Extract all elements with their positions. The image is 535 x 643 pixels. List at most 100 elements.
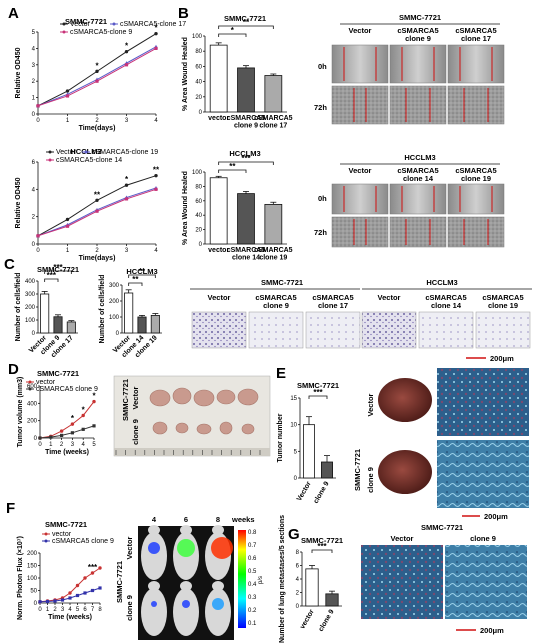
colorbar-tick-label: 0.4 <box>248 582 257 588</box>
mouse-head <box>148 525 160 535</box>
legend-marker <box>28 387 32 391</box>
y-axis-label: Tumor number <box>277 413 284 462</box>
bar <box>325 593 339 607</box>
legend-label: vector <box>52 531 72 538</box>
data-point <box>90 571 95 575</box>
chart-title: HCCLM3 <box>229 149 260 158</box>
lung-images: SMMC-7721 Vector clone 9 200μm <box>361 523 527 635</box>
data-point <box>70 431 74 435</box>
y-tick-label: 400 <box>25 279 36 285</box>
legend-label: cSMARCA5 clone 9 <box>36 386 98 393</box>
wound-hcc-col-1: cSMARCA5 clone 14 <box>397 166 438 183</box>
chart-title: HCCLM3 <box>126 267 157 276</box>
category-label: vector <box>208 115 229 122</box>
imaging-colorbar <box>238 530 246 628</box>
legend-marker <box>112 22 116 26</box>
colorbar-tick-label: 0.7 <box>248 543 257 549</box>
y-axis-label: % Area Wound Healed <box>182 171 189 245</box>
chart-title: SMMC-7721 <box>297 381 339 390</box>
transwell-img-smmc-clone17 <box>305 311 361 349</box>
imaging-colorbar-unit: p/s <box>258 576 264 584</box>
luminescence-signal <box>177 539 195 557</box>
y-tick-label: 2 <box>32 79 36 85</box>
colorbar-tick-label: 0.2 <box>248 608 257 614</box>
lung-histo-clone9 <box>445 545 527 619</box>
transwell-img-hcc-clone14 <box>418 311 474 349</box>
data-point <box>95 209 99 213</box>
y-tick-label: 200 <box>25 305 36 311</box>
data-point <box>92 424 96 428</box>
significance-mark: ** <box>139 267 146 276</box>
y-tick-label: 100 <box>192 34 203 40</box>
x-axis-label: Time(days) <box>79 255 116 262</box>
significance-mark: * <box>231 26 235 35</box>
y-tick-label: 80 <box>195 49 202 55</box>
significance-mark: *** <box>53 263 63 272</box>
significance-bracket <box>128 274 156 278</box>
liver-row-clone9: clone 9 <box>366 467 375 493</box>
legend-marker <box>84 150 88 154</box>
y-tick-label: 0 <box>34 601 38 607</box>
chart-b2-hcclm3-wound: 0 20 40 60 80 100% Area Wound Healed HCCLM3 vec… <box>182 149 293 261</box>
y-tick-label: 15 <box>290 396 297 402</box>
panel-letter-e: E <box>276 365 286 382</box>
category-label: Vector <box>296 480 313 502</box>
transwell-smmc-col-2: cSMARCA5 clone 17 <box>312 293 353 310</box>
legend-marker <box>28 380 32 384</box>
panel-letter-b: B <box>178 5 189 22</box>
colorbar-tick-label: 0.6 <box>248 556 257 562</box>
data-point <box>60 433 64 437</box>
data-point <box>83 576 87 580</box>
significance-mark: *** <box>317 542 327 551</box>
chart-e-tumor-number: 0 5 10 15 Tumor number SMMC-7721 Vector clone 9… <box>277 381 339 505</box>
y-tick-label: 4 <box>32 187 36 193</box>
liver-histo-vector <box>437 368 529 436</box>
chart-title: SMMC-7721 <box>301 536 343 545</box>
liver-images: SMMC-7721 Vector clone 9 200μm <box>353 368 529 521</box>
x-tick-label: 3 <box>61 607 65 613</box>
significance-bracket <box>311 549 333 553</box>
legend-label: cSMARCA5-clone 17 <box>120 21 186 28</box>
category-label: clone 9 <box>318 608 336 632</box>
transwell-scale-label: 200μm <box>490 354 514 363</box>
category-label: vector <box>299 608 316 630</box>
luminescence-signal <box>182 600 190 608</box>
significance-mark: *** <box>313 388 323 397</box>
x-axis-label: Time(days) <box>79 125 116 132</box>
x-tick-label: 3 <box>125 118 129 124</box>
y-tick-label: 0 <box>294 476 298 482</box>
luminescence-signal <box>211 537 233 559</box>
y-axis-label: % Area Wound Healed <box>182 37 189 111</box>
wound-image <box>389 216 447 248</box>
y-axis-label: Number of lung metastases/5 sections <box>279 515 286 643</box>
panel-letter-c: C <box>4 256 15 273</box>
imaging-week-4: 4 <box>152 515 157 524</box>
luminescence-signal <box>151 601 157 607</box>
significance-mark: *** <box>241 154 251 163</box>
significance-mark: ** <box>153 166 160 175</box>
colorbar-tick-label: 0.3 <box>248 595 257 601</box>
wound-image <box>447 183 505 215</box>
transwell-images: SMMC-7721 HCCLM3 Vector cSMARCA5 clone 9 … <box>190 278 532 363</box>
y-tick-label: 0 <box>199 242 203 248</box>
transwell-img-smmc-clone9 <box>248 311 304 349</box>
data-point <box>124 49 129 54</box>
x-tick-label: 4 <box>154 118 158 124</box>
category-label: vector <box>208 247 229 254</box>
mouse <box>141 532 167 580</box>
data-point <box>68 596 72 600</box>
chart-title: SMMC-7721 <box>37 265 79 274</box>
transwell-smmc-col-1: cSMARCA5 clone 9 <box>255 293 296 310</box>
data-point <box>65 94 70 98</box>
x-tick-label: 2 <box>60 442 64 448</box>
lung-histo-vector <box>361 545 443 619</box>
legend-marker <box>62 30 66 34</box>
data-point <box>124 183 129 187</box>
x-tick-label: 3 <box>71 442 75 448</box>
y-axis-label: Number of cells/field <box>99 275 106 344</box>
luminescence-signal <box>148 542 160 554</box>
wound-smmc-title: SMMC-7721 <box>399 13 441 22</box>
y-axis-label: Relative OD450 <box>15 177 22 228</box>
